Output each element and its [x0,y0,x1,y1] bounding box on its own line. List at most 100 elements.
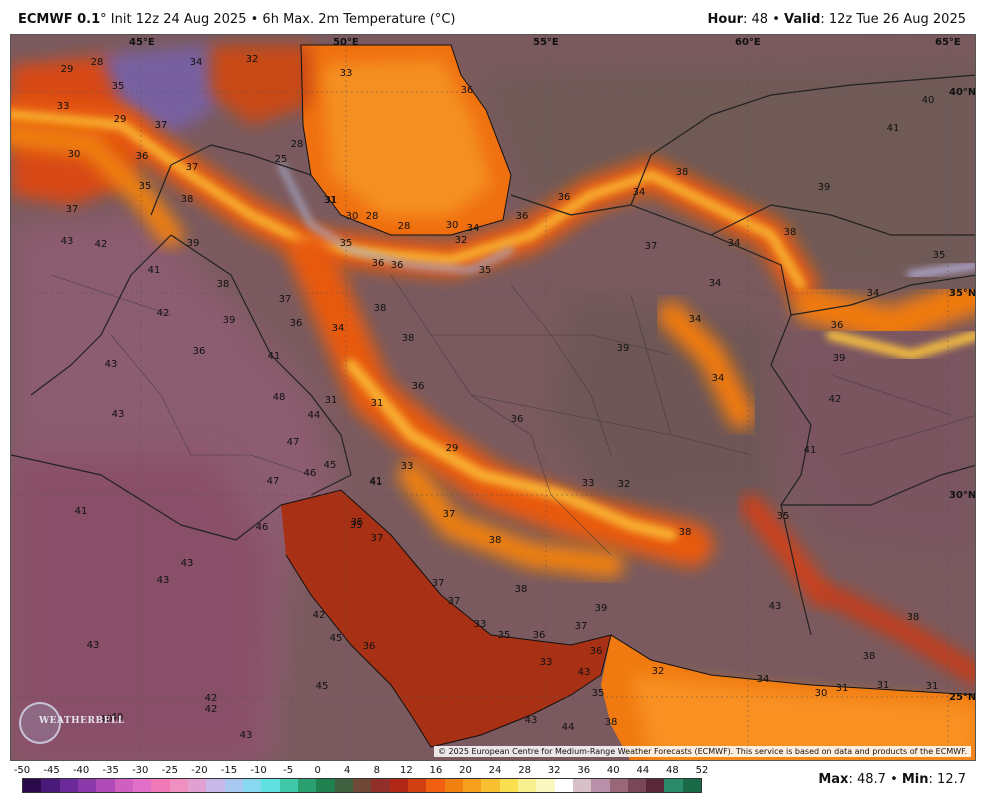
temp-label: 44 [308,410,321,421]
valid-label: Valid [784,12,821,27]
temp-label: 33 [474,619,487,630]
country-borders [11,74,975,636]
colorbar-swatch [279,779,298,792]
colorbar-swatch [664,779,683,792]
temp-label: 37 [371,533,384,544]
temp-label: 41 [887,123,900,134]
min-value: : 12.7 [928,772,966,787]
temp-label: 38 [784,227,797,238]
colorbar-tick-label: -40 [72,765,90,776]
colorbar-tick-label: 48 [666,765,679,776]
temp-label: 29 [61,64,74,75]
temp-label: 30 [346,211,359,222]
colorbar-swatch [352,779,372,792]
temp-label: 34 [712,373,725,384]
footer-separator: • [890,772,898,787]
temp-label: 33 [401,461,414,472]
colorbar-swatch [426,779,445,792]
temp-label: 39 [833,353,846,364]
temp-label: 42 [205,704,218,715]
temp-label: 30 [815,688,828,699]
colorbar-swatch [114,779,133,792]
temp-label: 38 [679,527,692,538]
temp-label: 32 [618,479,631,490]
temp-label: 34 [867,288,880,299]
temp-label: 38 [217,279,230,290]
header-valid: Hour: 48 • Valid: 12z Tue 26 Aug 2025 [708,12,966,27]
temp-label: 41 [370,476,383,487]
temp-label: 28 [398,221,411,232]
colorbar-swatch [169,779,188,792]
temp-label: 43 [525,715,538,726]
temp-label: 28 [91,57,104,68]
temp-label: 37 [432,578,445,589]
caucasus-warm [211,45,311,125]
hour-value: : 48 [743,12,769,27]
colorbar-swatch [499,779,518,792]
temp-label: 28 [291,139,304,150]
model-name: ECMWF 0.1 [18,12,101,27]
temp-label: 31 [324,195,337,206]
colorbar-swatch [334,779,353,792]
init-time: Init 12z 24 Aug 2025 [110,12,247,27]
copyright-notice: © 2025 European Centre for Medium-Range … [434,746,971,757]
colorbar-swatch [261,779,280,792]
header-bar: ECMWF 0.1° Init 12z 24 Aug 2025 • 6h Max… [0,0,984,34]
temp-label: 35 [112,81,125,92]
min-label: Min [901,772,929,787]
colorbar-tick-label: -15 [220,765,238,776]
temp-label: 34 [728,238,741,249]
temp-label: 37 [575,621,588,632]
temp-label: 43 [87,640,100,651]
lon-label: 65°E [935,37,961,48]
colorbar-tick-label: -25 [161,765,178,776]
temp-label: 38 [907,612,920,623]
caspian-coast-cool [278,162,514,273]
arabian-sea-inner [631,675,975,760]
colorbar-tick-labels: -50 -45 -40 -35 -30 -25 -20 -15 -10 -5 0 4 8 12 16 20 24… [14,765,709,779]
temp-label: 36 [136,151,149,162]
graticule [11,35,975,760]
temp-label: 35 [139,181,152,192]
temp-label: 32 [652,666,665,677]
valid-value: : 12z Tue 26 Aug 2025 [820,12,966,27]
colorbar-swatch [572,779,592,792]
temp-label: 43 [769,601,782,612]
temp-label: 37 [448,596,461,607]
temp-label: 32 [455,235,468,246]
temp-label: 39 [595,603,608,614]
temp-label: 45 [330,633,343,644]
colorbar-swatch [554,779,573,792]
colorbar-tick-label: -20 [191,765,208,776]
temp-label: 42 [157,308,170,319]
colorbar-swatch [407,779,427,792]
temp-label: 35 [350,520,363,531]
weatherbell-logo: WEATHERBELL [19,702,124,746]
colorbar-tick-label: 20 [459,765,472,776]
colorbar-tick-label: -50 [13,765,31,776]
colorbar-tick-label: 12 [399,765,413,776]
colorbar-swatch [627,779,647,792]
logo-circle [19,702,61,744]
temp-label: 39 [223,315,236,326]
zagros-south-band [398,462,624,578]
temp-label: 41 [268,351,281,362]
temp-label: 42 [95,239,108,250]
colorbar-swatch [151,779,170,792]
colorbar-swatch [536,779,555,792]
temp-label: 46 [304,468,317,479]
temp-label: 31 [325,395,338,406]
temp-label: 43 [157,575,170,586]
temp-label: 35 [340,238,353,249]
colorbar-tick-label: 0 [314,765,321,776]
map-svg: 45°E 50°E 55°E 60°E 65°E 40°N 35°N 30°N … [11,35,975,760]
colorbar-swatch [646,779,665,792]
temp-label: 37 [279,294,292,305]
lon-label: 60°E [735,37,761,48]
temp-label: 36 [558,192,571,203]
max-min-readout: Max: 48.7 • Min: 12.7 [818,772,966,787]
temp-label: 38 [489,535,502,546]
temp-label: 29 [114,114,127,125]
alborz-core [11,110,806,290]
temp-label: 36 [363,641,376,652]
